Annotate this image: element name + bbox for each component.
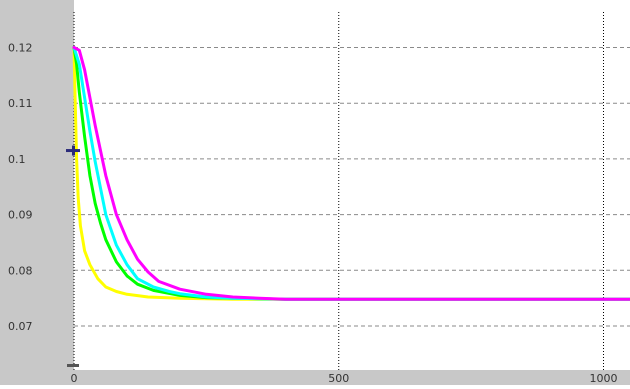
axis-marker-stem	[72, 145, 75, 156]
x-tick-label: 1000	[590, 372, 618, 385]
x-tick-label: 0	[71, 372, 78, 385]
x-tick-label: 500	[328, 372, 349, 385]
y-tick-label: 0.08	[8, 264, 33, 277]
plot-area	[74, 0, 630, 370]
y-tick-label: 0.11	[8, 97, 33, 110]
y-tick-label: 0.12	[8, 42, 33, 55]
y-tick-label: 0.09	[8, 209, 33, 222]
y-tick-label: 0.07	[8, 320, 33, 333]
series-group	[72, 46, 630, 301]
series-line	[72, 46, 630, 301]
y-tick-label: 0.1	[8, 153, 26, 166]
axes: 0.12 0.11 0.1 0.09 0.08 0.07 0 500 1000	[8, 42, 618, 386]
origin-marker	[67, 364, 79, 367]
grid	[73, 12, 630, 370]
